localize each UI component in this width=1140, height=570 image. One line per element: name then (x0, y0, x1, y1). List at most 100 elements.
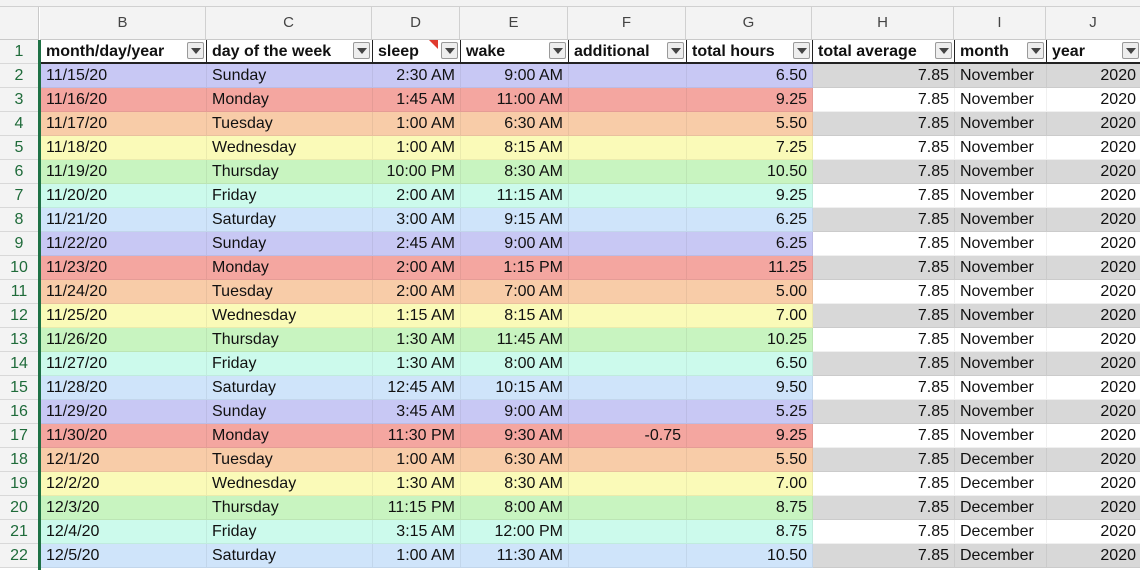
cell-total[interactable]: 6.25 (687, 232, 813, 256)
cell-wake[interactable]: 8:00 AM (461, 496, 569, 520)
column-header-h[interactable]: H (812, 7, 954, 39)
cell-avg[interactable]: 7.85 (813, 136, 955, 160)
cell-total[interactable]: 9.25 (687, 184, 813, 208)
cell-day[interactable]: Saturday (207, 208, 373, 232)
row-header[interactable]: 5 (0, 136, 38, 160)
cell-avg[interactable]: 7.85 (813, 544, 955, 568)
cell-wake[interactable]: 9:00 AM (461, 232, 569, 256)
cell-date[interactable]: 11/16/20 (41, 88, 207, 112)
cell-year[interactable]: 2020 (1047, 448, 1140, 472)
cell-month[interactable]: December (955, 472, 1047, 496)
cell-total[interactable]: 7.00 (687, 472, 813, 496)
cell-month[interactable]: November (955, 136, 1047, 160)
cell-year[interactable]: 2020 (1047, 424, 1140, 448)
cell-sleep[interactable]: 1:30 AM (373, 352, 461, 376)
cell-date[interactable]: 11/28/20 (41, 376, 207, 400)
cell-sleep[interactable]: 2:30 AM (373, 64, 461, 88)
cell-total[interactable]: 6.50 (687, 64, 813, 88)
cell-additional[interactable] (569, 544, 687, 568)
cell-additional[interactable]: -0.75 (569, 424, 687, 448)
cell-wake[interactable]: 7:00 AM (461, 280, 569, 304)
filter-dropdown-icon[interactable] (1027, 42, 1044, 59)
cell-day[interactable]: Wednesday (207, 136, 373, 160)
cell-day[interactable]: Friday (207, 184, 373, 208)
cell-year[interactable]: 2020 (1047, 208, 1140, 232)
cell-day[interactable]: Friday (207, 520, 373, 544)
cell-day[interactable]: Monday (207, 424, 373, 448)
column-header-c[interactable]: C (206, 7, 372, 39)
cell-sleep[interactable]: 1:00 AM (373, 112, 461, 136)
cell-date[interactable]: 11/15/20 (41, 64, 207, 88)
cell-total[interactable]: 5.25 (687, 400, 813, 424)
cell-additional[interactable] (569, 160, 687, 184)
cell-sleep[interactable]: 1:45 AM (373, 88, 461, 112)
cell-day[interactable]: Sunday (207, 400, 373, 424)
cell-date[interactable]: 11/18/20 (41, 136, 207, 160)
cell-date[interactable]: 11/22/20 (41, 232, 207, 256)
cell-month[interactable]: December (955, 520, 1047, 544)
cell-sleep[interactable]: 1:30 AM (373, 328, 461, 352)
cell-sleep[interactable]: 3:00 AM (373, 208, 461, 232)
cell-date[interactable]: 12/4/20 (41, 520, 207, 544)
cell-year[interactable]: 2020 (1047, 328, 1140, 352)
header-cell-sleep[interactable]: sleep (373, 40, 461, 64)
cell-date[interactable]: 11/20/20 (41, 184, 207, 208)
cell-wake[interactable]: 9:00 AM (461, 400, 569, 424)
cell-sleep[interactable]: 2:00 AM (373, 184, 461, 208)
cell-day[interactable]: Wednesday (207, 472, 373, 496)
cell-additional[interactable] (569, 232, 687, 256)
select-all-corner[interactable] (0, 7, 39, 40)
column-header-b[interactable]: B (40, 7, 206, 39)
header-cell-month[interactable]: month (955, 40, 1047, 64)
cell-additional[interactable] (569, 256, 687, 280)
cell-day[interactable]: Tuesday (207, 280, 373, 304)
cell-month[interactable]: November (955, 376, 1047, 400)
cell-wake[interactable]: 12:00 PM (461, 520, 569, 544)
cell-sleep[interactable]: 3:45 AM (373, 400, 461, 424)
cell-avg[interactable]: 7.85 (813, 64, 955, 88)
cell-date[interactable]: 11/27/20 (41, 352, 207, 376)
cell-additional[interactable] (569, 400, 687, 424)
cell-avg[interactable]: 7.85 (813, 496, 955, 520)
header-cell-additional[interactable]: additional (569, 40, 687, 64)
cell-avg[interactable]: 7.85 (813, 520, 955, 544)
cell-month[interactable]: November (955, 304, 1047, 328)
cell-avg[interactable]: 7.85 (813, 280, 955, 304)
cell-date[interactable]: 11/26/20 (41, 328, 207, 352)
cell-total[interactable]: 6.25 (687, 208, 813, 232)
cell-total[interactable]: 7.00 (687, 304, 813, 328)
cell-additional[interactable] (569, 304, 687, 328)
row-header[interactable]: 10 (0, 256, 38, 280)
filter-dropdown-icon[interactable] (187, 42, 204, 59)
row-header[interactable]: 15 (0, 376, 38, 400)
cell-year[interactable]: 2020 (1047, 496, 1140, 520)
comment-indicator-icon[interactable] (429, 40, 438, 49)
cell-avg[interactable]: 7.85 (813, 112, 955, 136)
cell-wake[interactable]: 6:30 AM (461, 448, 569, 472)
cell-sleep[interactable]: 2:00 AM (373, 280, 461, 304)
filter-dropdown-icon[interactable] (1122, 42, 1139, 59)
cell-day[interactable]: Tuesday (207, 448, 373, 472)
header-cell-year[interactable]: year (1047, 40, 1140, 64)
cell-sleep[interactable]: 11:30 PM (373, 424, 461, 448)
cell-additional[interactable] (569, 448, 687, 472)
cell-year[interactable]: 2020 (1047, 280, 1140, 304)
cell-date[interactable]: 11/25/20 (41, 304, 207, 328)
cell-month[interactable]: December (955, 448, 1047, 472)
cell-avg[interactable]: 7.85 (813, 256, 955, 280)
cell-month[interactable]: November (955, 280, 1047, 304)
row-header[interactable]: 22 (0, 544, 38, 568)
cell-year[interactable]: 2020 (1047, 136, 1140, 160)
row-header[interactable]: 18 (0, 448, 38, 472)
cell-month[interactable]: November (955, 160, 1047, 184)
cell-sleep[interactable]: 2:45 AM (373, 232, 461, 256)
filter-dropdown-icon[interactable] (353, 42, 370, 59)
cell-avg[interactable]: 7.85 (813, 448, 955, 472)
cell-wake[interactable]: 11:45 AM (461, 328, 569, 352)
cell-month[interactable]: November (955, 424, 1047, 448)
cell-sleep[interactable]: 12:45 AM (373, 376, 461, 400)
cell-date[interactable]: 12/2/20 (41, 472, 207, 496)
cell-avg[interactable]: 7.85 (813, 88, 955, 112)
cell-wake[interactable]: 1:15 PM (461, 256, 569, 280)
filter-dropdown-icon[interactable] (793, 42, 810, 59)
